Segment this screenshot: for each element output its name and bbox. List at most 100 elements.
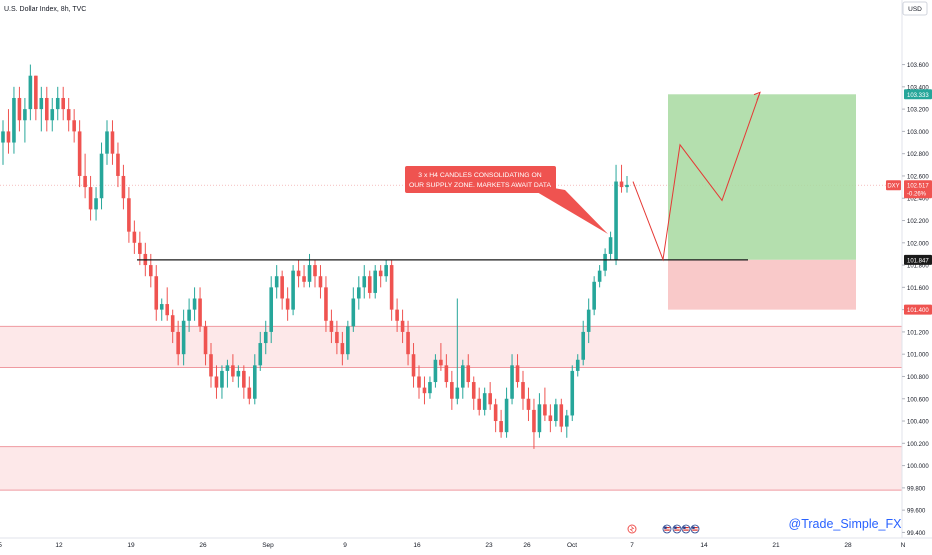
candle-body <box>110 131 115 154</box>
candle-body <box>263 331 268 344</box>
candle-body <box>324 287 328 321</box>
candle <box>433 354 438 388</box>
candle <box>313 259 317 288</box>
candle-body <box>450 382 454 399</box>
watermark: @Trade_Simple_FX <box>789 517 903 531</box>
candle <box>619 164 624 193</box>
projection-path <box>632 92 761 262</box>
candle <box>209 343 213 388</box>
candle-body <box>526 398 531 410</box>
candle-body <box>138 242 142 254</box>
candle-body <box>307 265 312 282</box>
candle <box>285 287 290 321</box>
candle-body <box>12 97 16 143</box>
candle-body <box>269 287 274 332</box>
candle <box>570 365 575 422</box>
candle <box>39 86 44 132</box>
candle <box>127 187 131 243</box>
candle <box>373 265 378 299</box>
candle <box>181 309 186 366</box>
candle <box>94 187 98 221</box>
candle-body <box>148 265 153 277</box>
projection-arrowhead <box>753 91 761 101</box>
candle <box>537 393 542 438</box>
flag-icon[interactable] <box>681 524 691 534</box>
candle-body <box>378 270 383 277</box>
flag-icon[interactable] <box>690 524 700 534</box>
candle <box>356 276 361 310</box>
supply-zone <box>0 446 902 491</box>
candle <box>231 354 235 383</box>
candle-body <box>537 404 542 433</box>
candle-body <box>482 393 487 410</box>
price-label: 103.333 <box>904 89 932 100</box>
candle <box>346 320 350 360</box>
candle-body <box>209 354 213 377</box>
flag-stripe <box>692 529 698 531</box>
candle-body <box>247 387 252 399</box>
candle <box>428 376 432 399</box>
candle-body <box>225 365 230 371</box>
candle <box>559 398 564 433</box>
candle <box>280 270 284 310</box>
y-tick-label: 100.800 <box>907 375 929 381</box>
candle <box>23 97 27 143</box>
flag-icon[interactable] <box>672 524 682 534</box>
event-icons <box>627 524 700 534</box>
candle-body <box>559 404 564 427</box>
candle <box>515 354 520 388</box>
candle-body <box>34 75 38 110</box>
candle-body <box>460 365 465 388</box>
y-tick-label: 103.000 <box>907 130 929 136</box>
candle <box>340 331 345 366</box>
candle-body <box>455 387 460 399</box>
economic-event-icon[interactable] <box>627 524 637 534</box>
supply-zone <box>0 326 902 368</box>
candle <box>466 354 471 388</box>
y-tick-label: 102.400 <box>907 197 929 203</box>
candle <box>504 387 509 438</box>
candle <box>417 365 421 399</box>
candle <box>581 320 586 366</box>
candle <box>614 164 618 266</box>
candle-body <box>570 370 575 416</box>
price-label: 101.400 <box>904 304 932 315</box>
candle-body <box>44 97 49 121</box>
candle <box>121 164 126 210</box>
candle-body <box>236 370 241 377</box>
annotation-callout[interactable]: 3 x H4 CANDLES CONSOLIDATING ON OUR SUPP… <box>405 166 608 234</box>
candle <box>482 387 487 416</box>
candle-body <box>83 175 87 188</box>
y-tick-label: 101.000 <box>907 353 929 359</box>
candle-body <box>176 331 180 355</box>
candle-body <box>340 343 345 355</box>
candle-body <box>296 270 301 277</box>
candle-body <box>400 320 405 332</box>
candle <box>99 142 104 210</box>
candle <box>362 265 367 299</box>
candle <box>55 86 60 121</box>
candle-body <box>428 382 432 394</box>
price-axis: 103.600 103.400 103.200 103.000 102.800 102.6… <box>901 0 929 538</box>
candle <box>411 343 416 388</box>
candle <box>592 276 596 316</box>
candle <box>351 287 356 332</box>
candle-body <box>389 265 394 310</box>
candle-body <box>88 187 93 210</box>
candle <box>329 309 334 344</box>
currency-button[interactable]: USD <box>902 1 928 16</box>
candle-body <box>499 421 503 433</box>
candle <box>220 365 224 399</box>
candle-body <box>274 276 279 288</box>
candle-body <box>564 415 569 427</box>
candle <box>389 259 394 321</box>
y-tick-label: 99.600 <box>907 509 926 515</box>
candle-body <box>608 237 613 254</box>
y-tick-label: 99.800 <box>907 486 926 492</box>
candle-body <box>603 253 607 271</box>
target-zone <box>668 94 856 260</box>
candle <box>586 298 591 344</box>
flag-icon[interactable] <box>662 524 672 534</box>
